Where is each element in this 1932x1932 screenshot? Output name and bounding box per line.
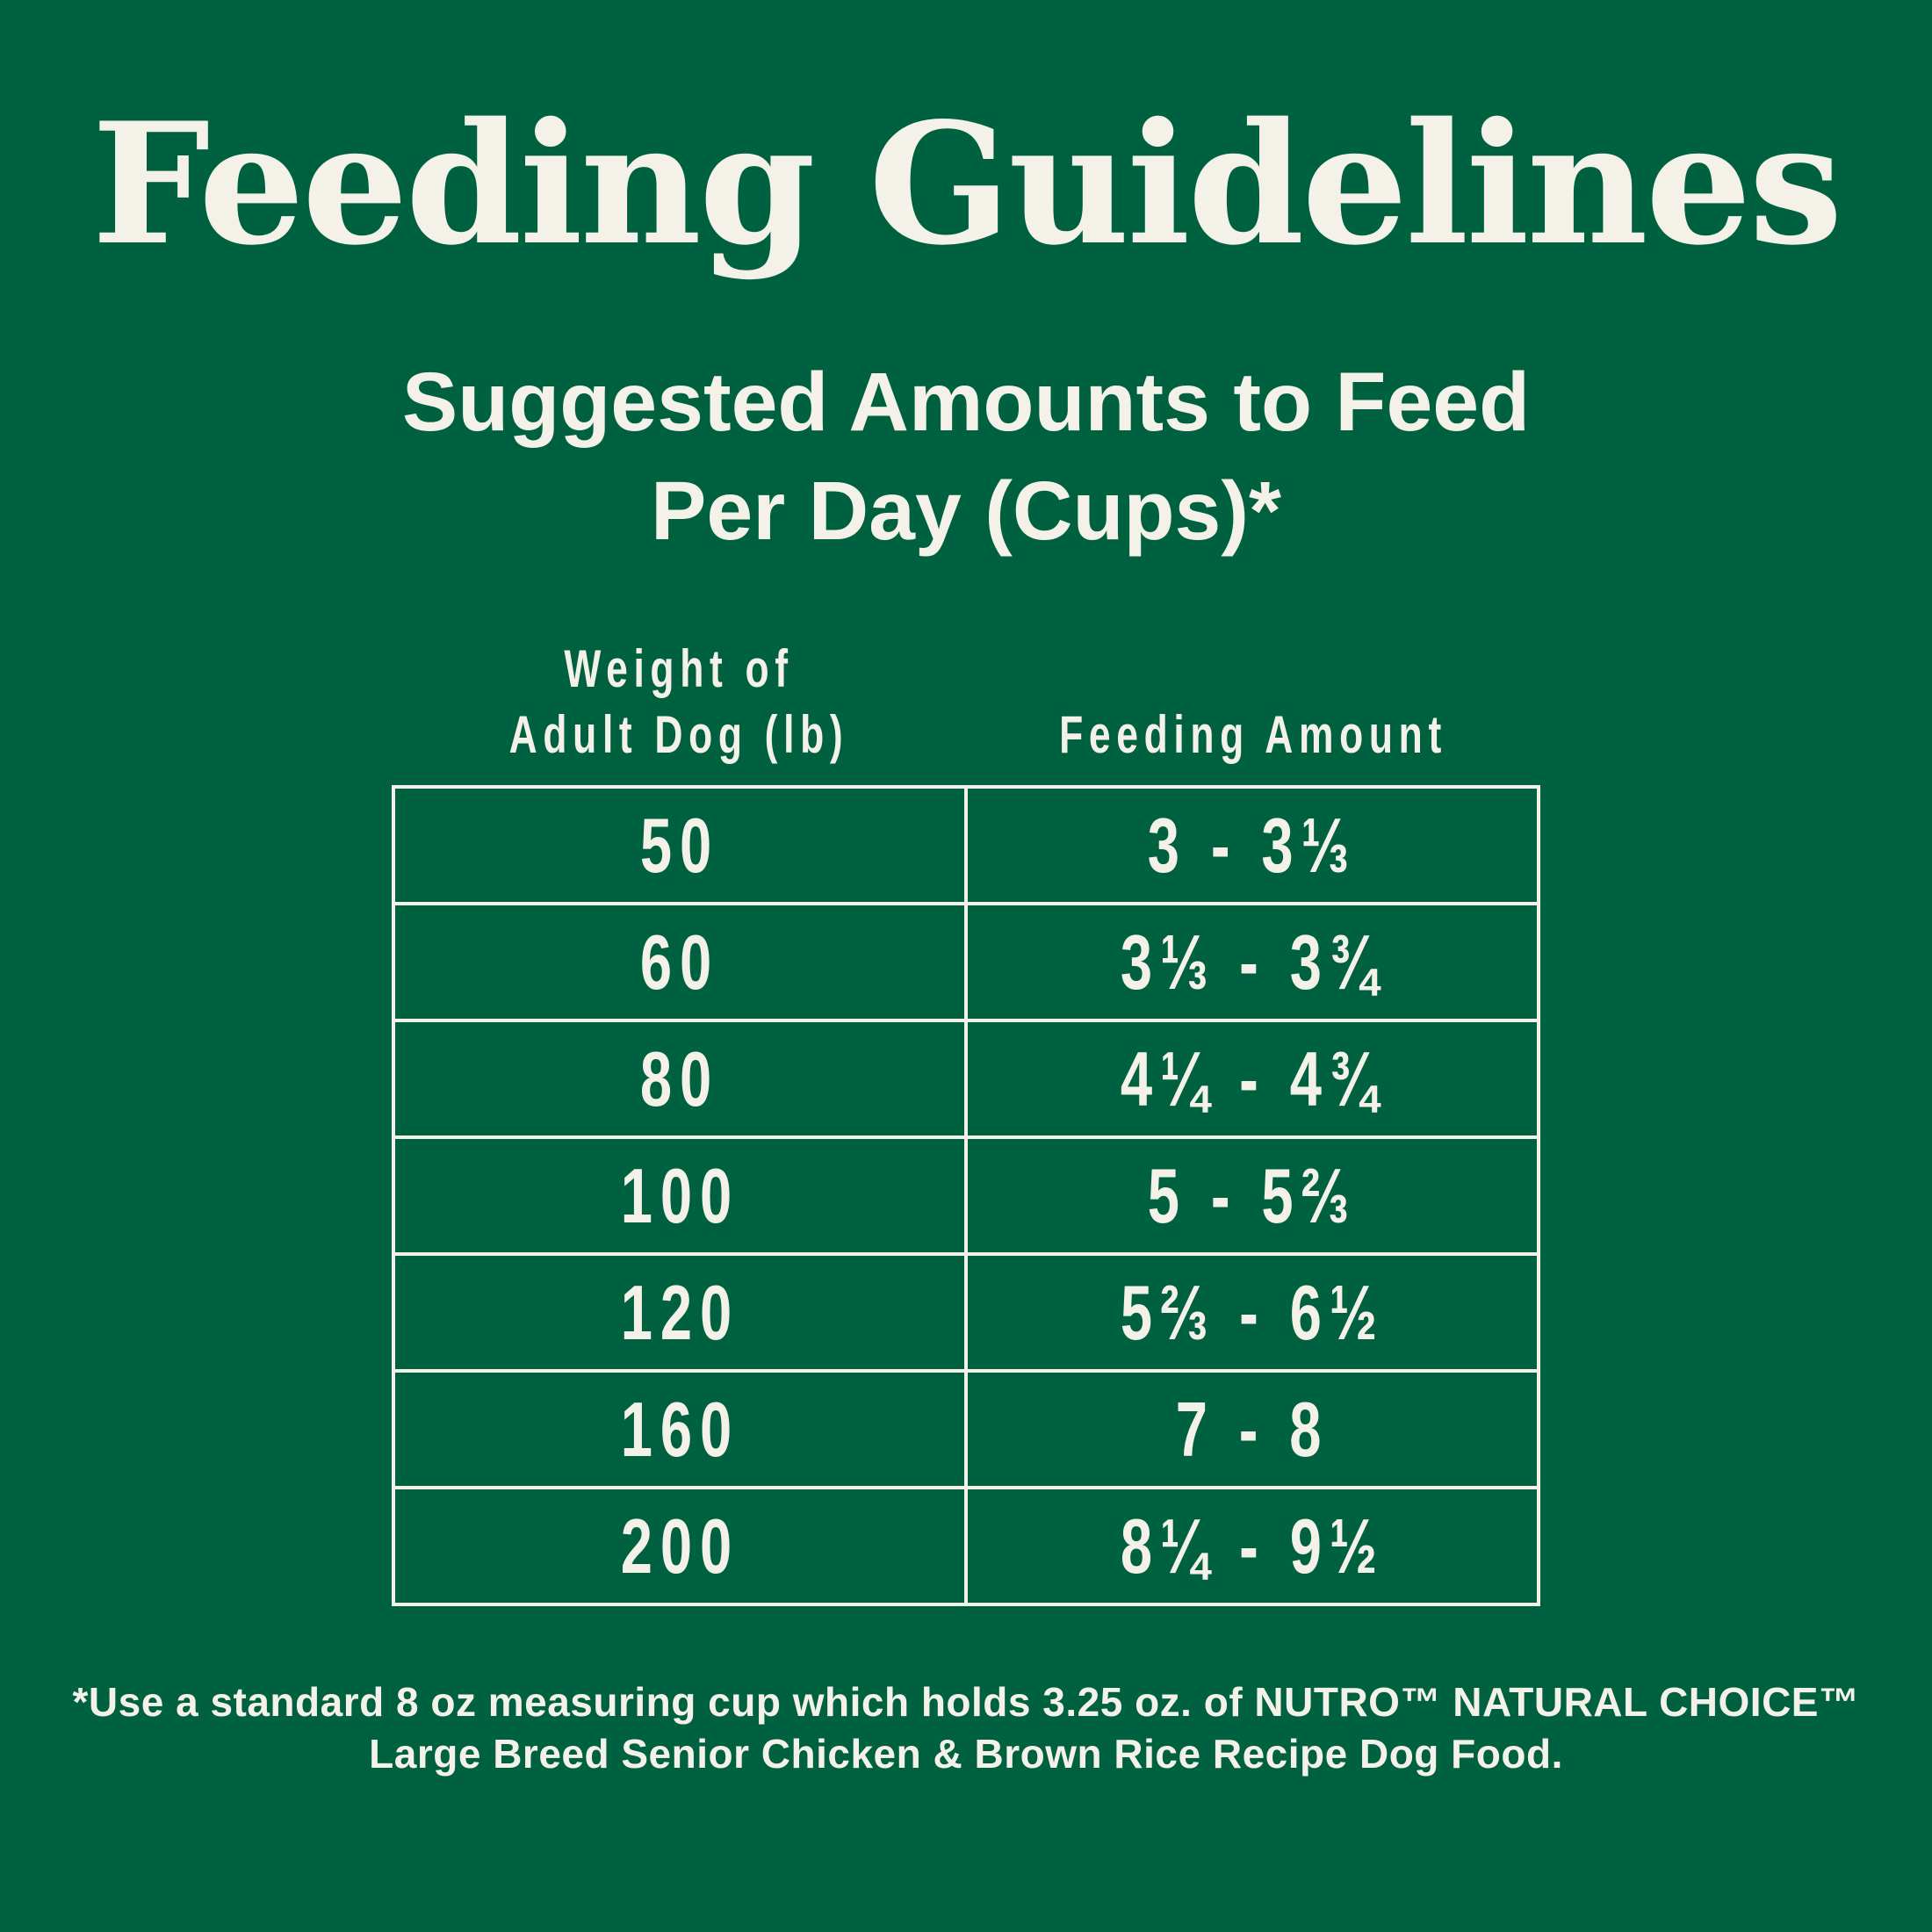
subtitle-line2: Per Day (Cups)*: [651, 464, 1281, 558]
footnote-line1: *Use a standard 8 oz measuring cup which…: [72, 1679, 1860, 1725]
table-row: 50 3 - 3⅓: [392, 785, 1540, 905]
table-header: Weight of Adult Dog (lb) Feeding Amount: [392, 636, 1540, 768]
weight-value: 60: [639, 918, 720, 1006]
amount-cell: 5⅔ - 6½: [964, 1252, 1540, 1373]
column-header-weight: Weight of Adult Dog (lb): [392, 636, 966, 768]
table-row: 160 7 - 8: [392, 1369, 1540, 1489]
weight-value: 80: [639, 1034, 720, 1122]
amount-cell: 4¼ - 4¾: [964, 1019, 1540, 1139]
table-row: 60 3⅓ - 3¾: [392, 902, 1540, 1022]
table-row: 200 8¼ - 9½: [392, 1486, 1540, 1606]
feeding-table-body: 50 3 - 3⅓ 60 3⅓ - 3¾ 80 4¼ - 4¾ 100 5 - …: [392, 785, 1540, 1606]
table-row: 80 4¼ - 4¾: [392, 1019, 1540, 1139]
amount-cell: 8¼ - 9½: [964, 1486, 1540, 1606]
weight-value: 120: [620, 1268, 739, 1356]
subtitle-line1: Suggested Amounts to Feed: [401, 356, 1531, 449]
weight-cell: 200: [392, 1486, 968, 1606]
amount-value: 3 - 3⅓: [1148, 801, 1357, 889]
column-header-amount-label: Feeding Amount: [1059, 705, 1447, 764]
weight-cell: 50: [392, 785, 968, 905]
weight-cell: 60: [392, 902, 968, 1022]
amount-value: 5⅔ - 6½: [1120, 1268, 1385, 1356]
weight-value: 160: [620, 1385, 739, 1473]
amount-value: 4¼ - 4¾: [1120, 1034, 1385, 1122]
page-title: Feeding Guidelines: [91, 86, 1842, 282]
feeding-table: 50 3 - 3⅓ 60 3⅓ - 3¾ 80 4¼ - 4¾ 100 5 - …: [392, 785, 1540, 1606]
amount-value: 5 - 5⅔: [1148, 1151, 1357, 1239]
subtitle: Suggested Amounts to Feed Per Day (Cups)…: [0, 349, 1932, 566]
amount-cell: 3⅓ - 3¾: [964, 902, 1540, 1022]
table-row: 100 5 - 5⅔: [392, 1135, 1540, 1256]
weight-value: 100: [620, 1151, 739, 1239]
weight-cell: 160: [392, 1369, 968, 1489]
weight-value: 50: [639, 801, 720, 889]
weight-value: 200: [620, 1502, 739, 1590]
footnote: *Use a standard 8 oz measuring cup which…: [0, 1676, 1932, 1780]
amount-value: 7 - 8: [1175, 1385, 1330, 1473]
column-header-amount: Feeding Amount: [966, 702, 1540, 768]
amount-cell: 3 - 3⅓: [964, 785, 1540, 905]
amount-value: 3⅓ - 3¾: [1120, 918, 1385, 1006]
table-row: 120 5⅔ - 6½: [392, 1252, 1540, 1373]
amount-value: 8¼ - 9½: [1120, 1502, 1385, 1590]
amount-cell: 5 - 5⅔: [964, 1135, 1540, 1256]
column-header-weight-line1: Weight of: [564, 639, 794, 698]
weight-cell: 120: [392, 1252, 968, 1373]
footnote-line2: Large Breed Senior Chicken & Brown Rice …: [369, 1730, 1563, 1777]
amount-cell: 7 - 8: [964, 1369, 1540, 1489]
column-header-weight-line2: Adult Dog (lb): [508, 705, 849, 764]
weight-cell: 100: [392, 1135, 968, 1256]
weight-cell: 80: [392, 1019, 968, 1139]
